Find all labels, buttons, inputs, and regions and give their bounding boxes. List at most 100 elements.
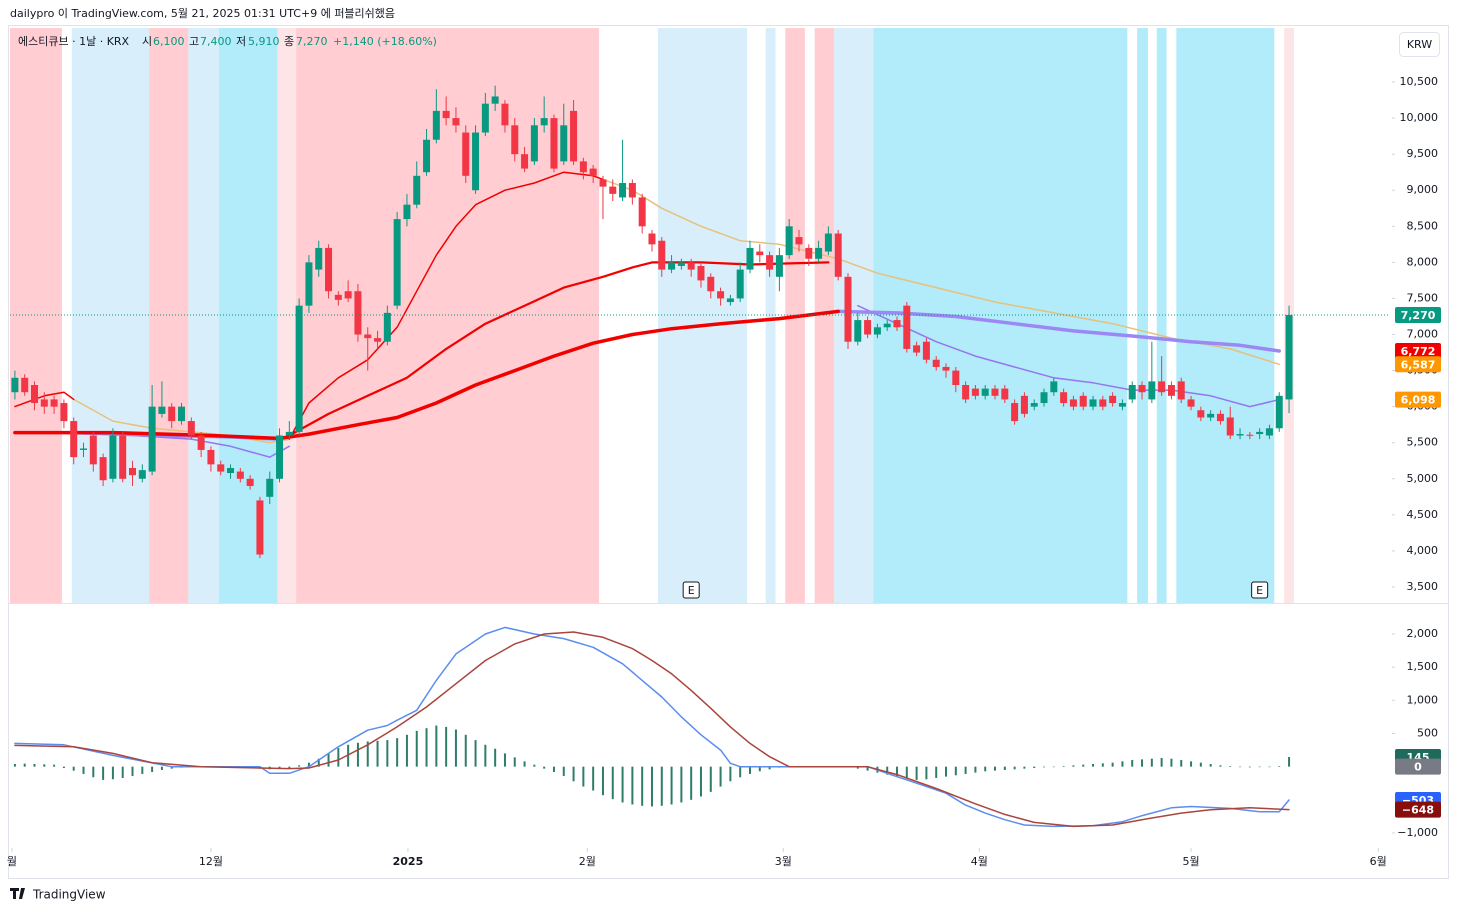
moving-average [14,391,75,408]
histogram-bar [729,766,732,782]
candle-body [1060,392,1068,404]
candle-body [491,96,499,104]
candle-body [413,175,421,205]
candle-body [1099,399,1107,407]
candle-body [1001,388,1009,400]
candle-body [785,226,793,256]
histogram-bar [72,766,75,771]
histogram-bar [631,766,634,805]
value-label-box [1395,758,1441,775]
candle-body [981,388,989,396]
histogram-bar [131,766,134,776]
x-tick-label: 2025 [393,855,424,868]
candle-body [697,265,705,281]
candle-body [638,197,646,227]
histogram-bar [1278,765,1281,767]
candle-body [119,435,127,479]
histogram-bar [170,766,173,769]
candle-body [609,186,617,194]
currency[interactable]: KRW [1407,38,1432,51]
open-value: 6,100 [153,35,185,48]
candle-body [1011,403,1019,422]
candle-body [1197,410,1205,418]
histogram-bar [1190,761,1193,767]
candle-body [11,377,19,393]
histogram-bar [611,766,614,800]
brand: TradingView [10,888,106,902]
candle-body [922,341,930,360]
candle-body [619,183,627,198]
candle-body [668,262,676,270]
histogram-bar [1180,760,1183,767]
candle-body [217,464,225,472]
candle-body [1069,399,1077,407]
histogram-bar [425,728,428,767]
candle-body [775,255,783,277]
histogram-bar [376,740,379,767]
y-tick-label: 500 [1417,726,1438,739]
candle-body [207,449,215,465]
histogram-bar [1082,764,1085,767]
histogram-bar [699,766,702,797]
candle-body [80,448,88,450]
value-label-box [1395,391,1441,408]
histogram-bar [396,738,399,767]
legend: 에스티큐브 · 1날 · KRX 시 6,100 고 7,400 저 5,910… [18,35,437,48]
histogram-bar [484,744,487,767]
histogram-bar [464,734,467,767]
candle-body [109,435,117,479]
candle-body [746,247,754,270]
candle-body [687,262,695,270]
candle-body [442,110,450,119]
candle-body [325,247,333,292]
candle-body [305,262,313,306]
currency-button[interactable] [1399,32,1440,57]
candle-body [1226,417,1234,436]
close-label: 종 [284,35,294,48]
histogram-bar [572,766,575,782]
histogram-bar [994,766,997,771]
candle-body [815,247,823,259]
candle-body [344,291,352,299]
regime-band [814,28,835,603]
histogram-bar [1239,766,1242,768]
histogram-bar [1043,766,1046,768]
histogram-bar [454,729,457,767]
candle-body [834,233,842,277]
histogram-bar [533,764,536,767]
y-tick-label: 2,000 [1407,627,1439,640]
candle-body [1167,385,1175,396]
candle-body [1089,399,1097,407]
candle-body [962,385,970,400]
histogram-bar [53,764,56,767]
chart-frame [8,25,1449,879]
histogram-bar [503,753,506,767]
histogram-bar [1199,762,1202,767]
histogram-bar [298,765,301,767]
candle-body [481,103,489,133]
histogram-bar [758,766,761,772]
candle-body [971,388,979,396]
candle-body [550,118,558,169]
histogram-bar [621,766,624,803]
y-tick-label: 1,000 [1407,693,1439,706]
y-tick-label: 7,000 [1407,328,1439,341]
candle-body [168,406,176,422]
histogram-bar [151,766,154,772]
histogram-bar [1013,766,1016,770]
candle-body [579,161,587,173]
value-label: 6,587 [1401,358,1436,371]
x-tick-label: 5월 [1182,855,1199,868]
candle-body [403,204,411,220]
candle-body [452,118,460,126]
candle-body [903,305,911,349]
candle-body [913,345,921,353]
histogram-bar [288,766,291,768]
candle-body [717,291,725,299]
y-tick-label: 8,000 [1407,255,1439,268]
histogram-bar [307,762,310,767]
regime-band [1137,28,1148,603]
candle-body [364,334,372,339]
candle-body [89,435,97,465]
histogram-bar [1072,765,1075,767]
